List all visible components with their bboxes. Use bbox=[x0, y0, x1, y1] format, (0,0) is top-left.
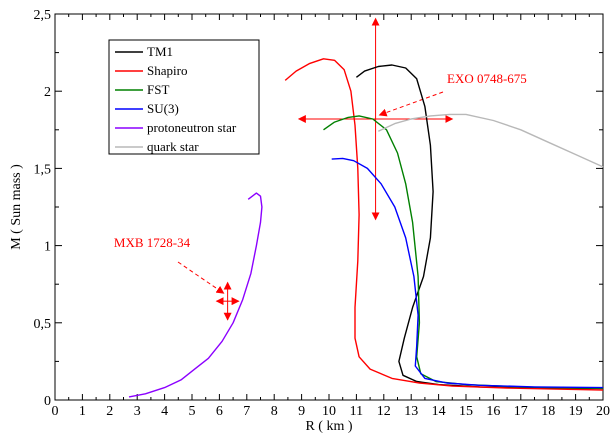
y-tick-label: 1 bbox=[44, 240, 51, 255]
annotation-label: MXB 1728-34 bbox=[114, 235, 191, 250]
x-tick-label: 2 bbox=[106, 404, 113, 419]
annotation-pointer bbox=[378, 91, 444, 117]
axis-ticks: 0 1 2 3 4 5 6 7 8 9 10 11 12 13 14 15 16 17 18 19 2000,511,5… bbox=[34, 8, 611, 419]
x-tick-label: 5 bbox=[189, 404, 196, 419]
y-tick-label: 0,5 bbox=[34, 317, 52, 332]
x-tick-label: 4 bbox=[161, 404, 168, 419]
legend-label-protoneutron-star: protoneutron star bbox=[147, 120, 237, 135]
annotation-pointer bbox=[177, 261, 225, 294]
x-tick-label: 11 bbox=[350, 404, 363, 419]
x-tick-label: 20 bbox=[596, 404, 610, 419]
series-line-fst bbox=[323, 115, 604, 390]
y-tick-label: 2,5 bbox=[34, 8, 52, 23]
legend-label-su-3: SU(3) bbox=[147, 101, 179, 116]
annotation-label: EXO 0748-675 bbox=[447, 71, 527, 86]
legend-label-tm1: TM1 bbox=[147, 44, 173, 59]
x-tick-label: 1 bbox=[79, 404, 86, 419]
x-tick-label: 19 bbox=[569, 404, 583, 419]
x-tick-label: 7 bbox=[243, 404, 250, 419]
series-line-shapiro bbox=[284, 58, 604, 391]
series-line-protoneutron-star bbox=[128, 192, 263, 398]
legend-label-fst: FST bbox=[147, 82, 169, 97]
x-tick-label: 18 bbox=[541, 404, 555, 419]
x-tick-label: 9 bbox=[298, 404, 305, 419]
x-tick-label: 13 bbox=[404, 404, 418, 419]
x-tick-label: 12 bbox=[377, 404, 391, 419]
legend: TM1 Shapiro FST SU(3) protoneutron star quark… bbox=[108, 39, 260, 155]
annotations: MXB 1728-34 EXO 0748-675 bbox=[114, 17, 527, 321]
y-axis-label: M ( Sun mass ) bbox=[9, 164, 24, 250]
legend-label-quark-star: quark star bbox=[147, 139, 199, 154]
x-tick-label: 17 bbox=[514, 404, 528, 419]
x-tick-label: 6 bbox=[216, 404, 223, 419]
series-line-quark-star bbox=[378, 113, 604, 168]
series-line-tm1 bbox=[355, 64, 604, 390]
x-tick-label: 10 bbox=[322, 404, 336, 419]
y-tick-label: 1,5 bbox=[34, 162, 52, 177]
x-tick-label: 16 bbox=[486, 404, 500, 419]
series-lines bbox=[128, 58, 604, 398]
x-tick-label: 0 bbox=[52, 404, 59, 419]
x-tick-label: 14 bbox=[432, 404, 446, 419]
x-tick-label: 15 bbox=[459, 404, 473, 419]
x-axis-label: R ( km ) bbox=[305, 419, 352, 434]
legend-label-shapiro: Shapiro bbox=[147, 63, 187, 78]
y-tick-label: 0 bbox=[44, 394, 51, 409]
series-line-su-3 bbox=[331, 157, 604, 389]
legend-box bbox=[108, 39, 260, 155]
x-tick-label: 8 bbox=[271, 404, 278, 419]
x-tick-label: 3 bbox=[134, 404, 141, 419]
y-tick-label: 2 bbox=[44, 85, 51, 100]
